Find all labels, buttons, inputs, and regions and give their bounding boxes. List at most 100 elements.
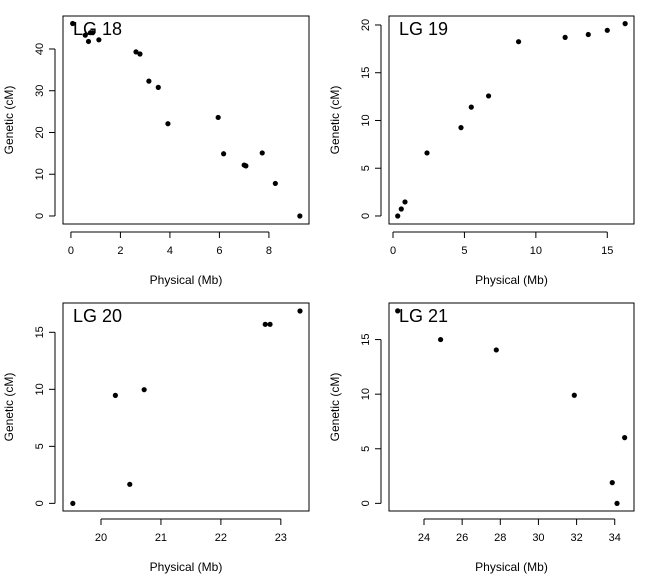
data-point [82,32,88,38]
x-tick-label: 21 [155,532,167,544]
y-tick-label: 20 [34,126,46,138]
x-tick-label: 28 [494,532,506,544]
y-axis-title: Genetic (cM) [2,86,16,155]
data-point [468,104,474,110]
x-tick-label: 20 [95,532,107,544]
data-point [402,199,408,205]
data-point [146,78,152,84]
y-tick-label: 0 [34,213,46,219]
data-point [267,321,273,327]
x-tick-label: 26 [456,532,468,544]
data-point [609,480,615,486]
x-tick-label: 10 [530,245,542,257]
y-tick-label: 5 [360,446,372,452]
data-point [137,51,143,57]
x-tick-label: 15 [601,245,613,257]
x-tick-label: 5 [461,245,467,257]
x-axis-title: Physical (Mb) [475,273,548,287]
data-point [437,336,444,343]
y-tick-label: 30 [34,85,46,97]
panel-title: LG 20 [73,306,122,326]
plot-box [388,302,635,512]
y-axis-title: Genetic (cM) [328,86,342,155]
x-tick-label: 8 [266,245,272,257]
data-point [85,38,92,45]
panel-lg-20: 20 21 22 23 0 5 10 15 Physical (Mb) Genetic (cM) L… [2,302,310,574]
y-tick-label: 15 [360,67,372,79]
x-tick-label: 4 [167,245,173,257]
data-point [70,500,76,506]
data-point [127,481,133,487]
y-tick-label: 5 [360,165,372,171]
x-tick-label: 22 [215,532,227,544]
panel-title: LG 19 [399,19,448,39]
data-point [562,34,568,40]
data-point [155,84,161,90]
data-point [272,180,278,187]
data-point [112,392,118,398]
y-axis-title: Genetic (cM) [2,373,16,442]
y-tick-label: 40 [34,43,46,55]
data-point [297,213,303,219]
y-axis-title: Genetic (cM) [328,373,342,442]
panel-title: LG 21 [399,306,448,326]
y-tick-label: 10 [360,388,372,400]
data-point [165,121,171,127]
x-tick-label: 32 [570,532,582,544]
data-point [133,49,139,55]
x-tick-label: 2 [117,245,123,257]
x-tick-label: 0 [68,245,74,257]
data-point [614,500,620,506]
data-point [485,93,492,99]
data-point [622,435,628,441]
y-tick-label: 0 [34,500,46,506]
data-point [259,150,265,156]
plot-box [62,302,310,512]
x-axis-title: Physical (Mb) [150,273,223,287]
data-point [424,150,430,156]
data-point [90,30,96,36]
x-tick-label: 0 [390,245,396,257]
data-point [243,163,249,169]
data-point [585,31,591,38]
data-point [96,37,102,43]
y-tick-label: 10 [34,168,46,180]
y-tick-label: 5 [34,443,46,449]
x-tick-label: 24 [418,532,430,544]
data-point [297,308,303,314]
plot-box [388,15,635,225]
data-point [141,387,147,393]
x-tick-label: 6 [216,245,222,257]
data-point [395,213,401,219]
data-point [398,206,404,212]
y-tick-label: 15 [34,326,46,338]
y-tick-label: 10 [360,114,372,126]
x-tick-label: 30 [532,532,544,544]
data-point [515,39,522,45]
x-tick-label: 34 [609,532,621,544]
panel-title: LG 18 [73,19,122,39]
y-tick-label: 0 [360,213,372,219]
x-axis-title: Physical (Mb) [150,560,223,574]
x-tick-label: 23 [275,532,287,544]
y-tick-label: 0 [360,500,372,506]
data-point [395,308,401,314]
data-point [458,125,464,131]
data-point [493,347,499,353]
data-point [215,114,221,121]
data-point [604,27,610,33]
data-point [221,151,227,157]
data-point [70,20,76,27]
y-tick-label: 15 [360,333,372,345]
plot-box [62,15,310,225]
data-point [262,321,268,327]
y-tick-label: 10 [34,383,46,395]
panel-lg-21: 24 26 28 30 32 34 0 5 10 15 Physical (Mb) Genetic (… [328,302,635,574]
y-tick-label: 20 [360,19,372,31]
data-point [622,21,628,27]
panel-lg-18: 0 2 4 6 8 0 10 20 30 40 Physical (Mb) Genetic (cM) L… [2,15,310,287]
panel-lg-19: 0 5 10 15 0 5 10 15 20 Physical (Mb) Genetic (cM) L… [328,15,635,287]
data-point [571,392,577,398]
x-axis-title: Physical (Mb) [475,560,548,574]
